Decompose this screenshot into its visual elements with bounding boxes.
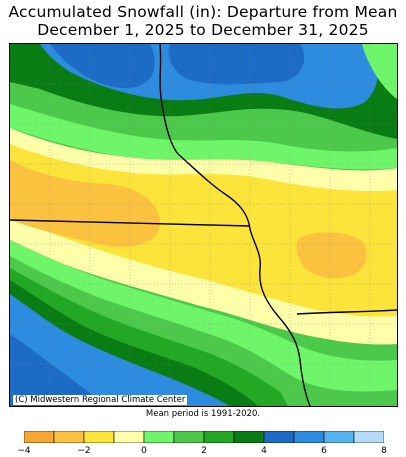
legend-tick-label: 6 <box>321 446 327 456</box>
map-title-line-1: Accumulated Snowfall (in): Departure fro… <box>8 3 398 21</box>
legend-swatch <box>83 431 115 443</box>
legend-swatch <box>263 431 295 443</box>
state-boundaries <box>10 44 397 406</box>
zone-south-dark-blue <box>10 334 105 406</box>
color-legend <box>24 431 384 443</box>
legend-tick-label: 0 <box>141 446 147 456</box>
credit-label: (C) Midwestern Regional Climate Center <box>13 395 188 405</box>
legend-tick-label: −4 <box>17 446 31 456</box>
zone-south-green-corner <box>310 392 397 406</box>
legend-tick-label: 8 <box>381 446 387 456</box>
legend-swatch <box>173 431 205 443</box>
snowfall-departure-map <box>9 43 398 407</box>
legend-tick-labels: −4 −2 0 2 4 6 8 <box>0 446 406 457</box>
mean-period-note: Mean period is 1991-2020. <box>145 409 261 419</box>
legend-tick-label: 2 <box>201 446 207 456</box>
legend-swatch <box>203 431 235 443</box>
legend-swatch <box>353 431 384 443</box>
zone-north-dark-blue <box>50 44 155 89</box>
legend-swatch <box>113 431 145 443</box>
legend-swatch <box>53 431 85 443</box>
zone-east-green <box>362 44 397 99</box>
zone-north-dark-blue-east <box>168 44 305 85</box>
zone-north-light-green <box>10 104 397 170</box>
legend-tick-label: 4 <box>261 446 267 456</box>
legend-swatch <box>143 431 175 443</box>
legend-swatch <box>293 431 325 443</box>
legend-swatch <box>24 431 55 443</box>
legend-swatch <box>323 431 355 443</box>
legend-swatch <box>233 431 265 443</box>
zone-north-dark-green-2 <box>10 44 30 66</box>
map-title-line-2: December 1, 2025 to December 31, 2025 <box>37 21 369 39</box>
zone-orange-west <box>10 160 160 247</box>
legend-tick-label: −2 <box>77 446 91 456</box>
